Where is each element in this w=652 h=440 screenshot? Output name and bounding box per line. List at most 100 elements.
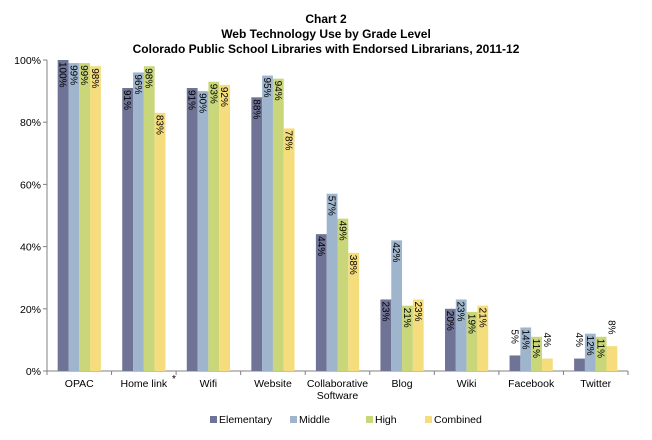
data-label: 23%	[412, 301, 423, 321]
category-label: OPAC	[65, 378, 94, 390]
legend-swatch	[425, 416, 432, 423]
data-label: 94%	[272, 81, 283, 101]
y-tick-label: 80%	[20, 117, 41, 129]
category-label: Blog	[392, 378, 413, 390]
data-label: 92%	[218, 87, 229, 107]
data-label: 11%	[595, 339, 606, 358]
bar	[391, 240, 403, 371]
legend-label: High	[375, 414, 397, 426]
bar	[251, 97, 263, 371]
legend-swatch	[290, 416, 297, 423]
bar	[154, 112, 166, 372]
data-label: 99%	[78, 65, 89, 85]
category-label: Website	[254, 378, 292, 390]
category-label: Wiki	[457, 378, 477, 390]
bar	[197, 91, 209, 371]
data-label: 98%	[143, 68, 154, 88]
bar	[68, 63, 80, 372]
data-label: 38%	[347, 255, 358, 275]
bar	[445, 308, 456, 371]
data-label: 12%	[584, 336, 595, 356]
chart-title-line-1: Chart 2	[305, 12, 347, 26]
category-label: Home link	[120, 378, 167, 390]
data-label: 44%	[315, 236, 326, 256]
data-label: 23%	[379, 301, 390, 321]
bar	[520, 327, 532, 371]
bar	[315, 234, 327, 371]
data-label: 20%	[444, 311, 455, 331]
legend-label: Elementary	[219, 414, 273, 426]
legend-swatch	[366, 416, 373, 423]
data-label: 21%	[401, 308, 412, 328]
data-label: 95%	[261, 78, 272, 98]
bar	[466, 311, 478, 371]
bar	[272, 78, 284, 371]
category-label: Wifi	[200, 378, 218, 390]
data-label: 49%	[336, 221, 347, 241]
data-label: 98%	[89, 68, 100, 88]
bar	[477, 305, 489, 371]
footnote-marker: *	[172, 373, 176, 385]
data-label: 90%	[196, 93, 207, 113]
category-label: Collaborative	[307, 378, 368, 390]
chart-title: Chart 2 Web Technology Use by Grade Leve…	[133, 12, 520, 56]
data-label: 4%	[541, 333, 552, 348]
data-label: 21%	[476, 308, 487, 328]
data-label: 4%	[573, 333, 584, 348]
bar	[380, 299, 392, 371]
data-label: 11%	[530, 339, 541, 358]
bar	[326, 193, 338, 371]
bar	[531, 336, 542, 371]
data-label: 96%	[132, 74, 143, 94]
data-label: 78%	[283, 130, 294, 150]
category-label: Twitter	[580, 378, 611, 390]
legend-label: Combined	[434, 414, 482, 426]
legend-label: Middle	[299, 414, 330, 426]
bar	[455, 299, 467, 371]
bar	[402, 305, 413, 371]
data-label: 23%	[455, 301, 466, 321]
bar	[606, 346, 618, 371]
data-label: 8%	[605, 320, 616, 335]
bar	[412, 299, 424, 371]
bar	[122, 87, 134, 372]
bar	[186, 87, 198, 372]
data-label: 99%	[67, 65, 78, 85]
y-tick-label: 0%	[26, 366, 41, 378]
data-label: 83%	[154, 115, 165, 135]
bar	[337, 218, 349, 371]
bar	[584, 333, 596, 371]
y-tick-label: 100%	[14, 55, 41, 67]
bar	[509, 355, 521, 371]
bar	[541, 358, 553, 371]
bar	[348, 252, 360, 371]
bar	[574, 358, 585, 371]
legend: Elementary Middle High Combined	[210, 414, 482, 426]
y-tick-label: 20%	[20, 304, 41, 316]
data-label: 91%	[186, 90, 197, 110]
data-label: 5%	[508, 329, 519, 344]
data-label: 57%	[326, 196, 337, 216]
data-label: 93%	[207, 84, 218, 104]
y-tick-label: 60%	[20, 179, 41, 191]
y-tick-label: 40%	[20, 242, 41, 254]
category-label: Software	[317, 390, 359, 402]
plot-area: 0%20%40%60%80%100%100% 99% 99% 98%OPAC91%96…	[14, 55, 629, 402]
bar	[57, 60, 69, 371]
data-label: 91%	[121, 90, 132, 110]
data-label: 88%	[250, 99, 261, 119]
bar	[283, 128, 295, 371]
bar	[262, 75, 273, 372]
bar	[79, 63, 91, 372]
legend-swatch	[210, 416, 217, 423]
data-label: 14%	[519, 329, 530, 349]
data-label: 19%	[466, 314, 477, 334]
category-label: Facebook	[508, 378, 555, 390]
bar	[208, 81, 220, 372]
data-label: 42%	[390, 242, 401, 262]
chart-title-line-3: Colorado Public School Libraries with En…	[133, 42, 520, 56]
bar	[133, 72, 144, 371]
bar	[595, 336, 607, 371]
data-label: 100%	[57, 62, 68, 88]
